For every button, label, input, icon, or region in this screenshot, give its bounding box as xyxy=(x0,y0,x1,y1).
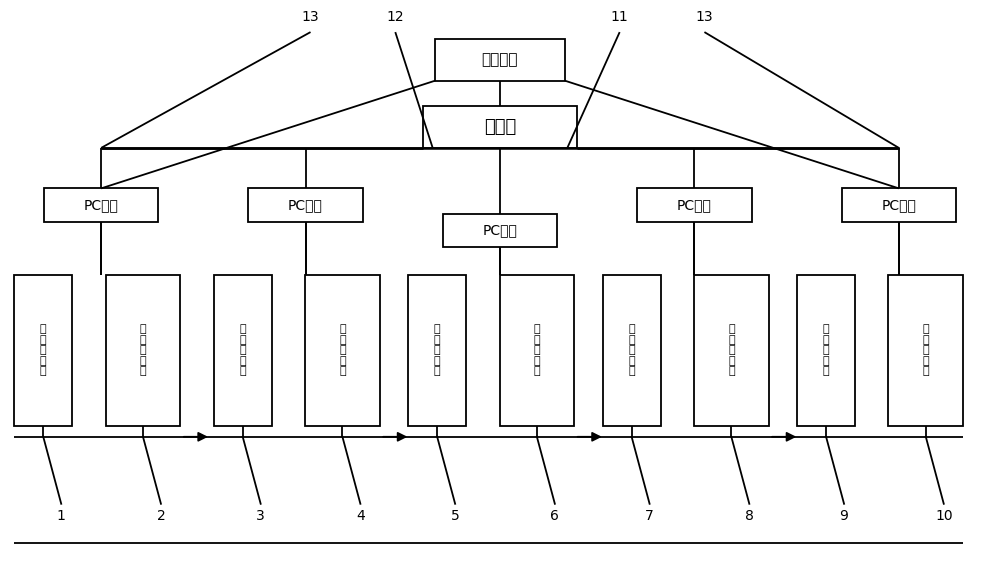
Text: PC电脑: PC电脑 xyxy=(483,223,517,237)
Bar xyxy=(14,275,72,426)
Bar xyxy=(842,188,956,222)
Bar xyxy=(637,188,752,222)
Bar xyxy=(423,106,577,148)
Bar xyxy=(797,275,855,426)
Bar xyxy=(888,275,963,426)
Text: PC电脑: PC电脑 xyxy=(677,198,712,212)
Text: 2: 2 xyxy=(157,509,165,523)
Text: 控制电脑: 控制电脑 xyxy=(482,53,518,67)
Text: 1: 1 xyxy=(57,509,66,523)
Text: 10: 10 xyxy=(935,509,953,523)
Text: 6: 6 xyxy=(550,509,559,523)
Text: 12: 12 xyxy=(386,10,404,24)
Bar xyxy=(408,275,466,426)
Text: 服务器: 服务器 xyxy=(484,118,516,136)
Bar xyxy=(44,188,158,222)
Text: 3: 3 xyxy=(256,509,265,523)
Bar xyxy=(248,188,363,222)
Text: 7: 7 xyxy=(645,509,654,523)
Text: 13: 13 xyxy=(302,10,319,24)
Text: 激
光
打
码
机: 激 光 打 码 机 xyxy=(40,324,47,376)
Text: 包
装
扫
描
仪: 包 装 扫 描 仪 xyxy=(923,324,929,376)
Text: 加
酸
流
水
线: 加 酸 流 水 线 xyxy=(434,324,440,376)
Text: 包
装
流
水
线: 包 装 流 水 线 xyxy=(823,324,829,376)
Text: 装
配
流
水
线: 装 配 流 水 线 xyxy=(239,324,246,376)
Text: 5: 5 xyxy=(451,509,460,523)
Bar xyxy=(603,275,661,426)
Bar xyxy=(500,275,574,426)
Bar xyxy=(214,275,272,426)
Text: 13: 13 xyxy=(696,10,713,24)
Text: 9: 9 xyxy=(840,509,848,523)
Bar xyxy=(305,275,380,426)
Text: PC电脑: PC电脑 xyxy=(288,198,323,212)
Bar xyxy=(443,214,557,247)
Text: 11: 11 xyxy=(611,10,629,24)
Text: 4: 4 xyxy=(356,509,365,523)
Text: 打
码
扫
描
仪: 打 码 扫 描 仪 xyxy=(140,324,146,376)
Text: 8: 8 xyxy=(745,509,754,523)
Bar xyxy=(694,275,769,426)
Bar xyxy=(106,275,180,426)
Text: PC电脑: PC电脑 xyxy=(84,198,119,212)
Text: 充
电
扫
描
仪: 充 电 扫 描 仪 xyxy=(728,324,735,376)
Text: PC电脑: PC电脑 xyxy=(881,198,916,212)
Text: 充
电
流
水
线: 充 电 流 水 线 xyxy=(628,324,635,376)
Bar xyxy=(435,39,565,81)
Text: 加
酸
扫
描
仪: 加 酸 扫 描 仪 xyxy=(534,324,540,376)
Text: 装
配
扫
描
仪: 装 配 扫 描 仪 xyxy=(339,324,346,376)
